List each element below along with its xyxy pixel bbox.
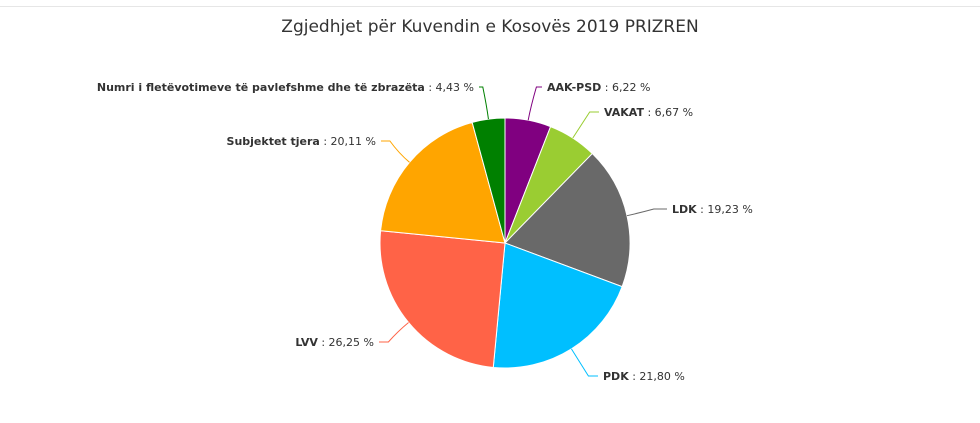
data-label-name: LDK bbox=[672, 203, 697, 216]
data-label: Numri i fletëvotimeve të pavlefshme dhe … bbox=[97, 81, 474, 94]
connector-line bbox=[570, 348, 598, 377]
pie-slice-ldk[interactable] bbox=[504, 152, 631, 288]
data-label-value: : 6,67 % bbox=[644, 106, 693, 119]
data-label-value: : 21,80 % bbox=[629, 370, 685, 383]
data-label: LVV : 26,25 % bbox=[295, 336, 374, 349]
connector-line bbox=[572, 111, 599, 139]
pie-slice-pdk[interactable] bbox=[492, 242, 623, 369]
data-label: VAKAT : 6,67 % bbox=[604, 106, 693, 119]
top-divider bbox=[0, 6, 980, 7]
data-label: Subjektet tjera : 20,11 % bbox=[227, 135, 376, 148]
connector-line bbox=[527, 86, 542, 121]
data-label-name: LVV bbox=[295, 336, 318, 349]
data-label-name: Subjektet tjera bbox=[227, 135, 320, 148]
pie-slice-lvv[interactable] bbox=[379, 230, 506, 368]
data-label-value: : 19,23 % bbox=[697, 203, 753, 216]
data-label-value: : 20,11 % bbox=[320, 135, 376, 148]
data-label-name: AAK-PSD bbox=[547, 81, 601, 94]
data-label: AAK-PSD : 6,22 % bbox=[547, 81, 650, 94]
connector-line bbox=[479, 86, 489, 120]
data-label-value: : 6,22 % bbox=[601, 81, 650, 94]
data-label-value: : 4,43 % bbox=[425, 81, 474, 94]
data-label-name: Numri i fletëvotimeve të pavlefshme dhe … bbox=[97, 81, 425, 94]
connector-line bbox=[626, 208, 667, 217]
data-label-name: VAKAT bbox=[604, 106, 644, 119]
connector-line bbox=[379, 322, 409, 343]
data-label-value: : 26,25 % bbox=[318, 336, 374, 349]
data-label: LDK : 19,23 % bbox=[672, 203, 753, 216]
chart-title: Zgjedhjet për Kuvendin e Kosovës 2019 PR… bbox=[281, 17, 699, 37]
connector-line bbox=[381, 140, 410, 163]
data-label: PDK : 21,80 % bbox=[603, 370, 685, 383]
pie-slice-subjektet-tjera[interactable] bbox=[380, 121, 506, 244]
data-label-name: PDK bbox=[603, 370, 629, 383]
